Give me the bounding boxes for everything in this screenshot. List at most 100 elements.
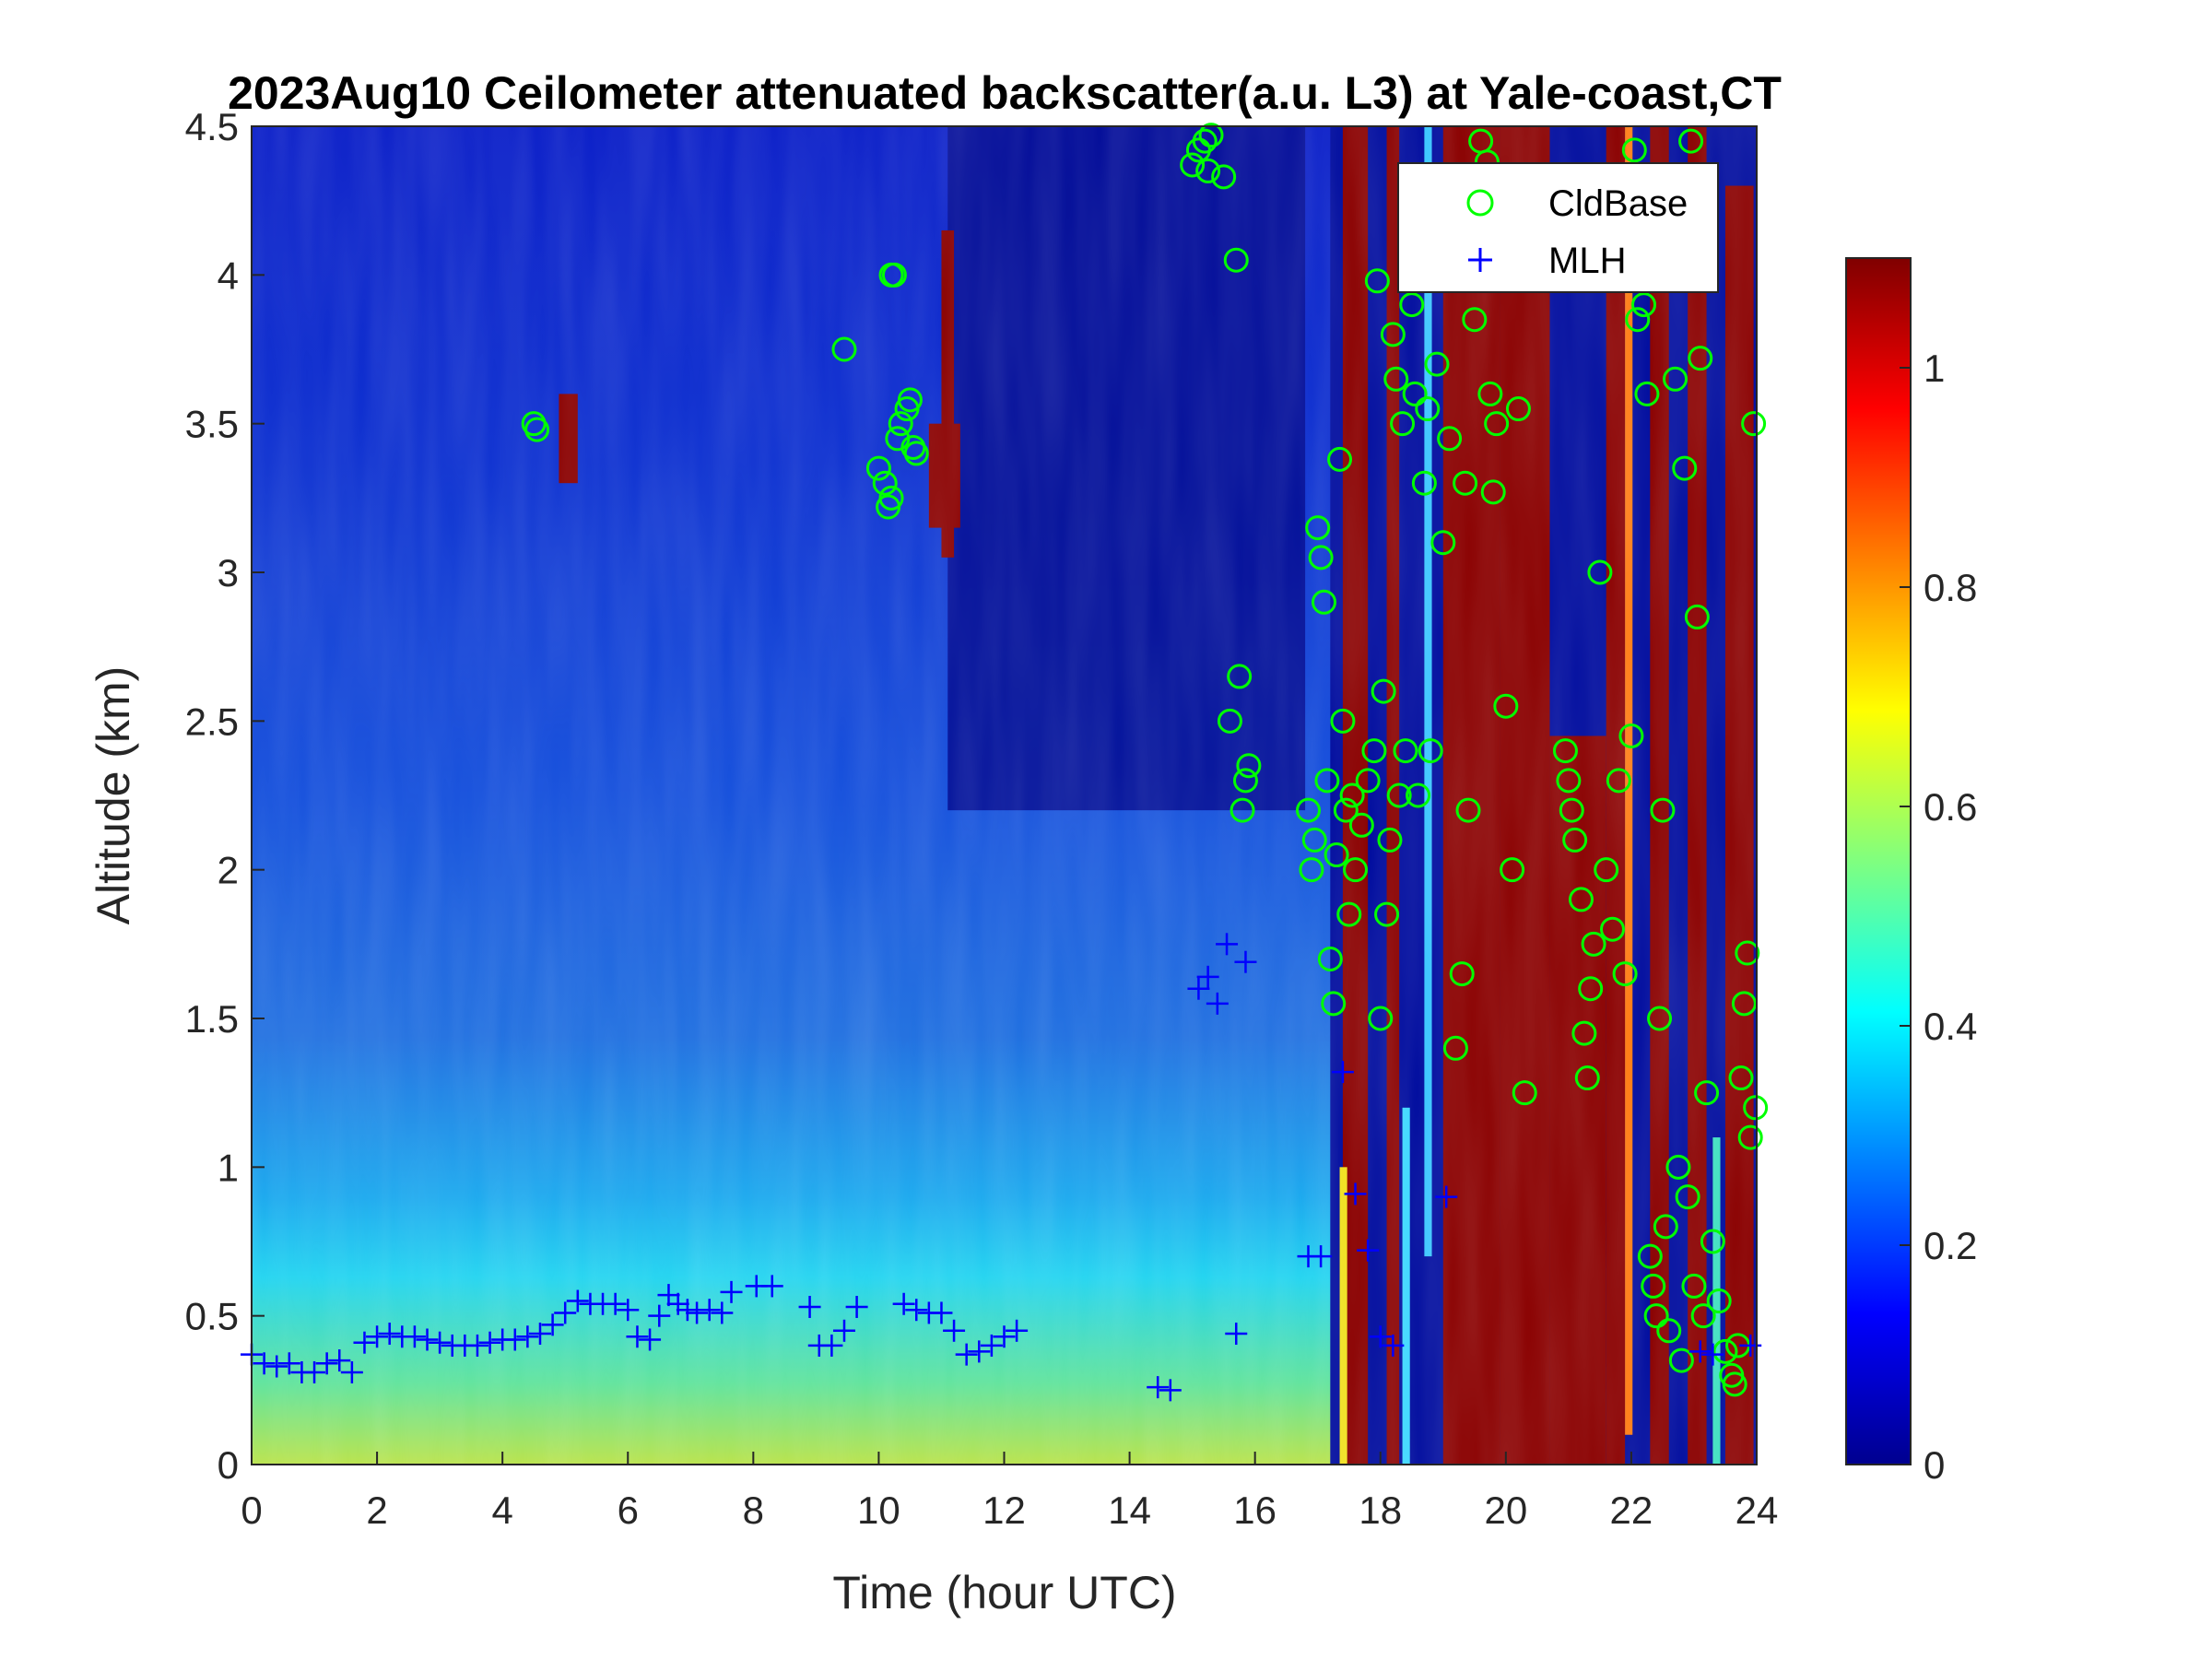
mlh-point <box>798 1295 821 1318</box>
cldbase-point <box>1625 307 1651 333</box>
cldbase-point <box>1741 411 1767 437</box>
cldbase-point <box>1634 381 1660 406</box>
mlh-point <box>686 1301 709 1324</box>
cldbase-point <box>1299 857 1324 883</box>
cldbase-point <box>1339 782 1365 808</box>
mlh-point <box>1187 977 1210 1000</box>
cldbase-point <box>1374 901 1400 927</box>
cldbase-point <box>1493 693 1519 719</box>
mlh-point <box>968 1340 991 1363</box>
mlh-point <box>639 1328 662 1351</box>
cldbase-point <box>1232 768 1258 794</box>
cldbase-point <box>1371 678 1396 704</box>
cldbase-point <box>1681 1273 1707 1299</box>
cldbase-point <box>1368 1006 1394 1031</box>
heatmap-texture <box>252 126 1757 1465</box>
cldbase-point <box>1301 827 1327 853</box>
cldbase-point <box>1227 664 1253 689</box>
cldbase-point <box>1386 782 1412 808</box>
mlh-point <box>516 1325 539 1348</box>
cldbase-point <box>1706 1288 1732 1314</box>
cldbase-point <box>1574 1065 1600 1091</box>
cldbase-point <box>1312 589 1337 615</box>
mlh-point <box>648 1304 671 1327</box>
cldbase-point <box>1480 479 1506 505</box>
x-axis-label: Time (hour UTC) <box>832 1567 1176 1618</box>
mlh-point <box>1310 1245 1333 1268</box>
cldbase-point <box>1731 991 1757 1017</box>
mlh-point <box>1147 1376 1170 1399</box>
x-tick-label: 16 <box>1233 1488 1277 1532</box>
cldbase-point <box>872 470 898 496</box>
x-tick-label: 10 <box>857 1488 900 1532</box>
mlh-point <box>1701 1343 1724 1366</box>
cldbase-point <box>1192 128 1218 154</box>
cldbase-point <box>1643 1303 1669 1329</box>
x-tick-label: 8 <box>743 1488 764 1532</box>
mlh-point <box>1159 1379 1182 1402</box>
mlh-point <box>617 1299 640 1322</box>
cldbase-point <box>1305 515 1331 541</box>
cldbase-point <box>1430 530 1456 556</box>
cldbase-point <box>1355 768 1381 794</box>
cldbase-point <box>1336 901 1362 927</box>
legend: CldBase MLH <box>1397 162 1719 293</box>
cldbase-point <box>1442 1035 1468 1061</box>
cldbase-point <box>1477 381 1503 406</box>
cldbase-point <box>1612 961 1638 987</box>
mlh-point <box>955 1343 978 1366</box>
cldbase-point <box>1437 426 1463 452</box>
mlh-point <box>1216 933 1239 956</box>
mlh-point <box>378 1323 401 1346</box>
cldbase-point <box>1712 1338 1738 1364</box>
y-axis: 0 0.5 1 1.5 2 2.5 3 3.5 4 4.5 <box>185 105 265 1487</box>
mlh-point <box>1739 1334 1762 1357</box>
y-tick-label: 2 <box>218 849 239 892</box>
cldbase-point <box>1462 307 1488 333</box>
colorbar-tick-label: 0.2 <box>1924 1224 1977 1267</box>
cldbase-point <box>1568 887 1594 912</box>
colorbar-tick-label: 0.6 <box>1924 785 1977 829</box>
mlh-point <box>465 1334 488 1357</box>
mlh-point <box>1331 1061 1354 1084</box>
mlh-point <box>832 1319 855 1342</box>
cldbase-point <box>1600 916 1626 942</box>
cldbase-point <box>1296 797 1322 823</box>
mlh-point <box>1225 1323 1248 1346</box>
cldbase-point <box>1650 797 1676 823</box>
mlh-point <box>328 1349 351 1372</box>
mlh-point <box>1344 1182 1367 1206</box>
cldbase-point <box>1393 738 1418 764</box>
mlh-point <box>1382 1334 1405 1357</box>
cldbase-point <box>1449 961 1475 987</box>
cldbase-point <box>1581 931 1606 957</box>
mlh-point <box>711 1301 734 1324</box>
cldbase-point <box>1735 940 1760 966</box>
cldbase-point <box>1631 292 1657 318</box>
cldbase-point <box>1556 768 1582 794</box>
cldbase-point <box>1653 1214 1678 1240</box>
cldbase-point <box>1587 559 1613 585</box>
x-tick-label: 4 <box>491 1488 512 1532</box>
cldbase-point <box>1552 738 1578 764</box>
chart-title: 2023Aug10 Ceilometer attenuated backscat… <box>228 67 1782 119</box>
cldbase-point <box>1700 1229 1725 1254</box>
cldbase-point <box>1621 137 1647 163</box>
colorbar-gradient <box>1845 257 1912 1465</box>
mlh-point <box>760 1275 783 1298</box>
cldbase-point <box>1562 827 1588 853</box>
cldbase-point <box>881 262 907 288</box>
mlh-point <box>676 1299 699 1322</box>
mlh-point <box>554 1301 577 1324</box>
x-tick-label: 2 <box>366 1488 387 1532</box>
mlh-point <box>820 1334 843 1357</box>
cldbase-point <box>1672 455 1698 481</box>
colorbar-tick-label: 0.8 <box>1924 566 1977 609</box>
cldbase-point <box>1230 797 1255 823</box>
cldbase-point <box>1321 991 1347 1017</box>
mlh-point <box>277 1352 300 1375</box>
x-axis: 0 2 4 6 8 10 12 14 16 18 20 22 24 <box>241 1452 1778 1532</box>
cldbase-point <box>1217 708 1242 734</box>
y-tick-label: 1.5 <box>185 997 239 1041</box>
cldbase-point <box>1223 247 1249 273</box>
